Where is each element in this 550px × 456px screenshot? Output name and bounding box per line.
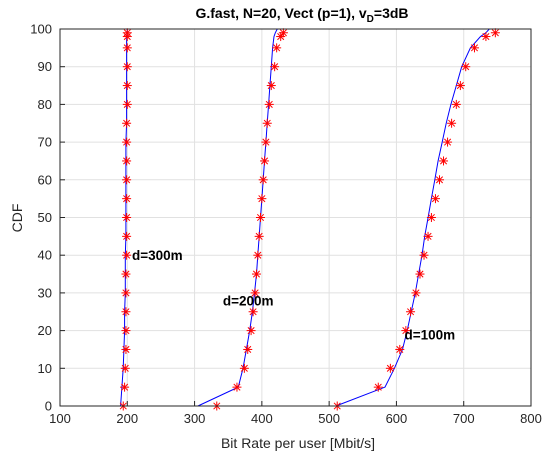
series-2-marker	[266, 81, 276, 91]
series-3-marker	[406, 307, 416, 317]
x-tick-label: 600	[386, 411, 408, 426]
series-2-marker	[243, 344, 253, 354]
x-axis-label: Bit Rate per user [Mbit/s]	[221, 435, 375, 451]
series-1-marker	[121, 307, 131, 317]
chart-title: G.fast, N=20, Vect (p=1), vD=3dB	[195, 5, 408, 25]
series-markers	[118, 28, 500, 411]
distance-annotation: d=300m	[132, 248, 183, 263]
series-1-marker	[122, 231, 132, 241]
y-tick-label: 80	[38, 97, 52, 112]
y-tick-label: 90	[38, 59, 52, 74]
x-tick-label: 200	[116, 411, 138, 426]
series-2-marker	[264, 99, 274, 109]
series-1-marker	[122, 118, 132, 128]
y-axis-label: CDF	[9, 204, 25, 233]
series-3-marker	[373, 382, 383, 392]
series-1-marker	[120, 382, 130, 392]
series-3-marker	[455, 81, 465, 91]
axis-ticks: 100 200 300 400 500 600 700 800 0 10 20 30 40 50 60 70 8…	[30, 22, 542, 427]
series-2-marker	[251, 269, 261, 279]
series-2-marker	[250, 288, 260, 298]
y-tick-label: 10	[38, 361, 52, 376]
series-2-marker	[262, 118, 272, 128]
series-3-marker	[430, 194, 440, 204]
series-2-marker	[260, 156, 270, 166]
series-3-marker	[439, 156, 449, 166]
series-1-marker	[122, 81, 132, 91]
series-1-marker	[122, 213, 132, 222]
y-tick-label: 70	[38, 135, 52, 150]
series-2-marker	[248, 307, 258, 317]
series-2-marker	[257, 194, 267, 204]
x-tick-label: 400	[251, 411, 273, 426]
x-tick-label: 800	[520, 411, 542, 426]
series-3-marker	[481, 32, 491, 42]
series-2-marker	[256, 213, 266, 222]
series-1-marker	[122, 194, 132, 204]
y-tick-label: 30	[38, 285, 52, 300]
y-tick-label: 40	[38, 248, 52, 263]
y-tick-label: 20	[38, 323, 52, 338]
series-2-marker	[278, 28, 288, 38]
x-tick-label: 500	[318, 411, 340, 426]
distance-annotation: d=200m	[223, 293, 274, 308]
series-2-marker	[239, 363, 249, 373]
series-3-marker	[401, 326, 411, 336]
chart-title-subscript: D	[367, 14, 374, 25]
chart-title-main: G.fast, N=20, Vect (p=1), v	[195, 5, 366, 21]
series-3-marker	[411, 288, 421, 298]
series-1-marker	[122, 28, 132, 38]
series-1-marker	[122, 99, 132, 109]
y-tick-label: 100	[30, 22, 52, 37]
series-3-marker	[395, 344, 405, 354]
series-2-marker	[258, 175, 268, 185]
series-1-marker	[120, 363, 130, 373]
series-2-marker	[272, 43, 282, 53]
series-2-marker	[254, 231, 264, 241]
distance-annotation: d=100m	[405, 327, 456, 342]
x-tick-label: 300	[184, 411, 206, 426]
series-3-marker	[447, 118, 457, 128]
x-tick-label: 700	[453, 411, 475, 426]
series-1-marker	[122, 156, 132, 166]
chart-title-tail: =3dB	[374, 5, 409, 21]
series-3-marker	[423, 231, 433, 241]
series-1-marker	[121, 326, 131, 336]
grid-lines	[59, 28, 532, 407]
series-3-marker	[451, 99, 461, 109]
series-3-marker	[490, 28, 500, 38]
y-tick-label: 60	[38, 172, 52, 187]
series-1-marker	[122, 62, 132, 72]
series-3-marker	[434, 175, 444, 185]
series-2-marker	[246, 326, 256, 336]
series-1-marker	[121, 288, 131, 298]
series-1-marker	[122, 137, 132, 147]
annotations: d=300m d=200m d=100m	[132, 248, 455, 342]
series-2-marker	[232, 382, 242, 392]
series-2-marker	[253, 250, 263, 260]
series-3-marker	[419, 250, 429, 260]
series-2-marker	[270, 62, 280, 72]
y-tick-label: 50	[38, 210, 52, 225]
series-3-marker	[461, 62, 471, 72]
series-3-marker	[415, 269, 425, 279]
series-1-marker	[122, 43, 132, 53]
series-1-marker	[122, 250, 132, 260]
series-1-marker	[122, 175, 132, 185]
x-tick-label: 100	[49, 411, 71, 426]
series-3-marker	[385, 363, 395, 373]
series-3-marker	[469, 43, 479, 53]
series-2-marker	[261, 137, 271, 147]
series-1-marker	[121, 344, 131, 354]
series-1-marker	[121, 269, 131, 279]
series-3-marker	[426, 213, 436, 222]
series-3-marker	[443, 137, 453, 147]
y-tick-label: 0	[45, 399, 52, 414]
